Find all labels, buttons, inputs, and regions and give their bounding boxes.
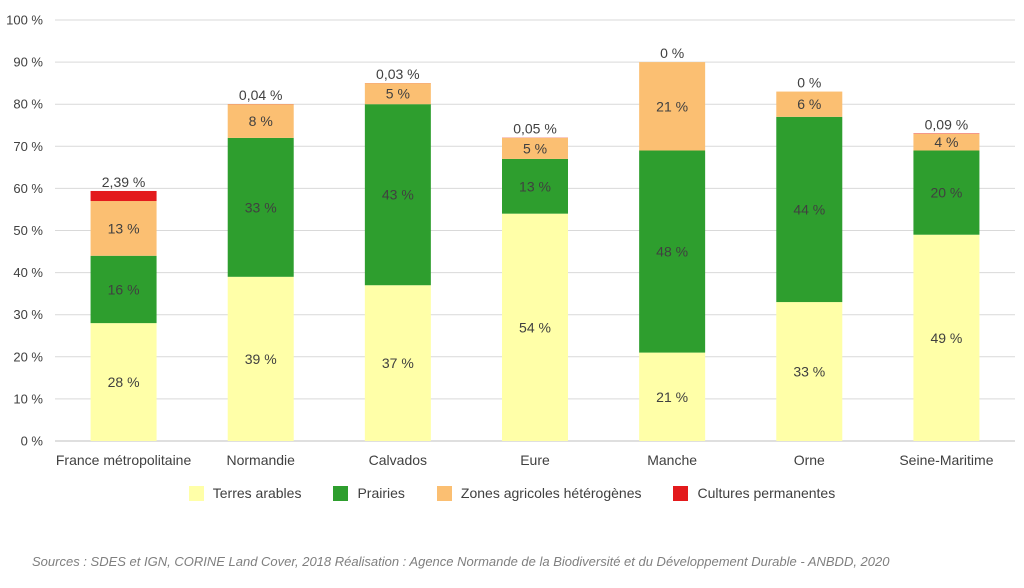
bar-terres-arables <box>776 302 843 441</box>
bar-terres-arables <box>364 285 431 441</box>
bar-terres-arables <box>913 234 980 441</box>
data-label: 0 % <box>797 75 821 91</box>
legend-swatch <box>188 485 204 501</box>
data-label: 37 % <box>382 355 414 371</box>
legend-swatch <box>333 485 349 501</box>
data-label: 2,39 % <box>102 174 146 190</box>
bar-zones-agricoles-h-t-rog-nes <box>776 91 843 117</box>
category-label: Orne <box>794 452 825 468</box>
bar-prairies <box>776 116 843 303</box>
category-label: Seine-Maritime <box>899 452 993 468</box>
data-label: 39 % <box>245 351 277 367</box>
y-tick-label: 40 % <box>13 265 43 280</box>
data-label: 0,09 % <box>925 116 969 132</box>
bar-zones-agricoles-h-t-rog-nes <box>364 83 431 105</box>
bar-prairies <box>364 104 431 286</box>
y-tick-label: 10 % <box>13 391 43 406</box>
y-tick-label: 100 % <box>6 13 43 28</box>
legend-swatch <box>436 485 452 501</box>
bars <box>90 62 980 441</box>
stacked-bar-chart: 0 % 10 % 20 % 30 % 40 % 50 % 60 % 70 % 80 % 90 % 1… <box>6 13 1015 468</box>
bar-zones-agricoles-h-t-rog-nes <box>502 137 568 159</box>
data-label: 4 % <box>934 134 958 150</box>
bar-terres-arables <box>90 323 157 441</box>
data-label: 0 % <box>660 45 684 61</box>
data-label: 5 % <box>386 86 410 102</box>
data-label: 20 % <box>930 185 962 201</box>
data-label: 21 % <box>656 98 688 114</box>
legend-label: Terres arables <box>212 485 302 501</box>
y-tick-label: 20 % <box>13 349 43 364</box>
x-axis-categories: France métropolitaine Normandie Calvados Eu… <box>56 452 994 468</box>
data-label: 49 % <box>930 330 962 346</box>
y-tick-label: 90 % <box>13 55 43 70</box>
legend-label: Cultures permanentes <box>697 485 836 501</box>
category-label: Calvados <box>369 452 427 468</box>
data-label: 6 % <box>797 96 821 112</box>
bar-prairies <box>502 158 568 214</box>
y-tick-label: 80 % <box>13 97 43 112</box>
bar-zones-agricoles-h-t-rog-nes <box>90 201 157 256</box>
data-label: 48 % <box>656 244 688 260</box>
bar-terres-arables <box>227 276 294 441</box>
data-label: 16 % <box>108 281 140 297</box>
source-note: Sources : SDES et IGN, CORINE Land Cover… <box>32 554 890 569</box>
data-label: 28 % <box>108 374 140 390</box>
data-label: 33 % <box>245 199 277 215</box>
legend-item: Prairies <box>333 485 405 501</box>
data-label: 0,03 % <box>376 66 420 82</box>
data-label: 43 % <box>382 187 414 203</box>
category-label: Manche <box>647 452 697 468</box>
category-label: Eure <box>520 452 550 468</box>
bar-prairies <box>90 255 157 324</box>
legend: Terres arables Prairies Zones agricoles hé… <box>0 480 1024 506</box>
data-label: 13 % <box>519 178 551 194</box>
data-label: 0,04 % <box>239 87 283 103</box>
bar-prairies <box>227 137 294 277</box>
y-tick-label: 60 % <box>13 181 43 196</box>
data-label: 54 % <box>519 319 551 335</box>
data-label: 0,05 % <box>513 121 557 137</box>
category-label: Normandie <box>226 452 295 468</box>
bar-prairies <box>639 150 706 353</box>
bar-zones-agricoles-h-t-rog-nes <box>913 133 980 151</box>
data-labels: 28 % 16 % 13 % 2,39 % 39 % 33 % 8 % 0,04 % 37 % 4… <box>102 45 968 405</box>
legend-label: Prairies <box>357 485 405 501</box>
legend-item: Zones agricoles hétérogènes <box>436 485 642 501</box>
y-tick-label: 0 % <box>21 434 44 449</box>
data-label: 13 % <box>108 220 140 236</box>
data-label: 8 % <box>249 113 273 129</box>
y-tick-label: 50 % <box>13 223 43 238</box>
data-label: 33 % <box>793 364 825 380</box>
category-label: France métropolitaine <box>56 452 192 468</box>
bar-terres-arables <box>639 352 706 441</box>
data-label: 44 % <box>793 201 825 217</box>
bar-cultures-permanentes <box>90 190 157 202</box>
y-axis-ticks: 0 % 10 % 20 % 30 % 40 % 50 % 60 % 70 % 80 % 90 % 1… <box>6 13 43 449</box>
y-tick-label: 30 % <box>13 307 43 322</box>
y-tick-label: 70 % <box>13 139 43 154</box>
data-label: 21 % <box>656 389 688 405</box>
legend-item: Terres arables <box>188 485 302 501</box>
bar-terres-arables <box>502 213 568 441</box>
bar-prairies <box>913 150 980 235</box>
bar-zones-agricoles-h-t-rog-nes <box>227 104 294 138</box>
legend-label: Zones agricoles hétérogènes <box>460 485 642 501</box>
legend-swatch <box>673 485 689 501</box>
bar-zones-agricoles-h-t-rog-nes <box>639 62 706 151</box>
legend-item: Cultures permanentes <box>673 485 835 501</box>
data-label: 5 % <box>523 140 547 156</box>
